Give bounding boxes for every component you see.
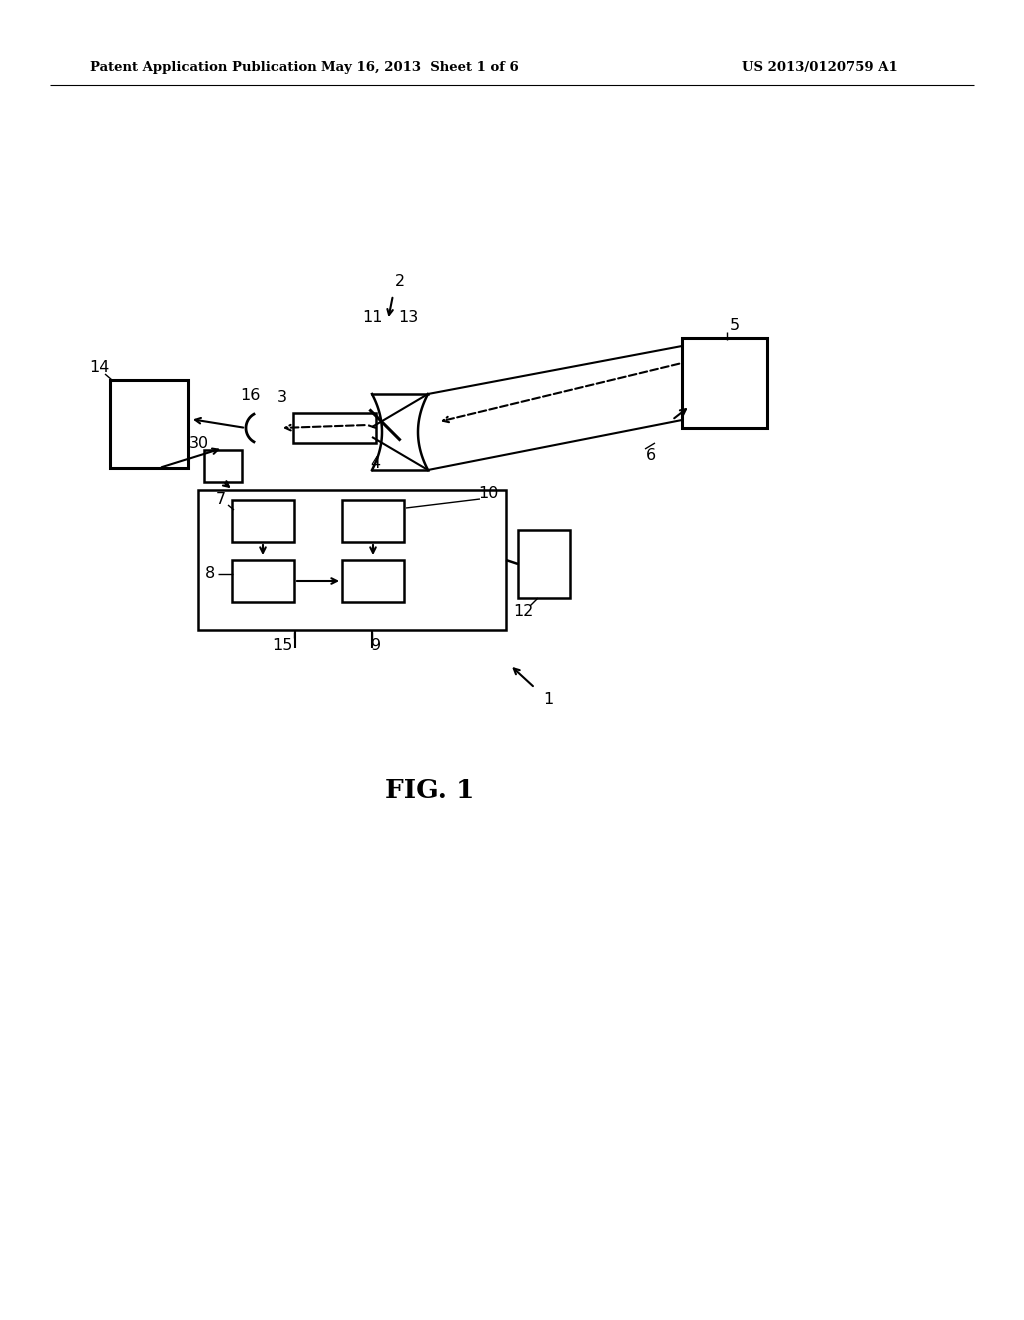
Text: 4: 4 xyxy=(370,455,380,470)
Bar xyxy=(204,450,242,482)
Text: 30: 30 xyxy=(189,436,209,450)
Bar xyxy=(232,500,294,543)
Bar xyxy=(232,560,294,602)
Text: May 16, 2013  Sheet 1 of 6: May 16, 2013 Sheet 1 of 6 xyxy=(322,62,519,74)
Text: 9: 9 xyxy=(371,638,381,652)
Text: 8: 8 xyxy=(205,566,215,582)
Bar xyxy=(293,413,376,444)
Bar xyxy=(110,380,188,469)
Text: Patent Application Publication: Patent Application Publication xyxy=(90,62,316,74)
Bar xyxy=(342,500,404,543)
Text: US 2013/0120759 A1: US 2013/0120759 A1 xyxy=(742,62,898,74)
Text: 14: 14 xyxy=(89,360,110,375)
Text: 11: 11 xyxy=(361,310,382,326)
Text: FIG. 1: FIG. 1 xyxy=(385,777,475,803)
Text: 16: 16 xyxy=(240,388,260,403)
Text: 7: 7 xyxy=(216,492,226,507)
Bar xyxy=(682,338,767,428)
Bar xyxy=(342,560,404,602)
Text: 3: 3 xyxy=(278,391,287,405)
Text: 2: 2 xyxy=(395,275,406,289)
Text: 6: 6 xyxy=(646,447,656,462)
Text: 5: 5 xyxy=(730,318,740,333)
Text: 15: 15 xyxy=(271,638,292,652)
Text: 13: 13 xyxy=(398,310,418,326)
Bar xyxy=(198,490,506,630)
Bar xyxy=(518,531,570,598)
Text: 1: 1 xyxy=(543,693,553,708)
Text: 12: 12 xyxy=(513,605,534,619)
Text: 10: 10 xyxy=(478,487,499,502)
